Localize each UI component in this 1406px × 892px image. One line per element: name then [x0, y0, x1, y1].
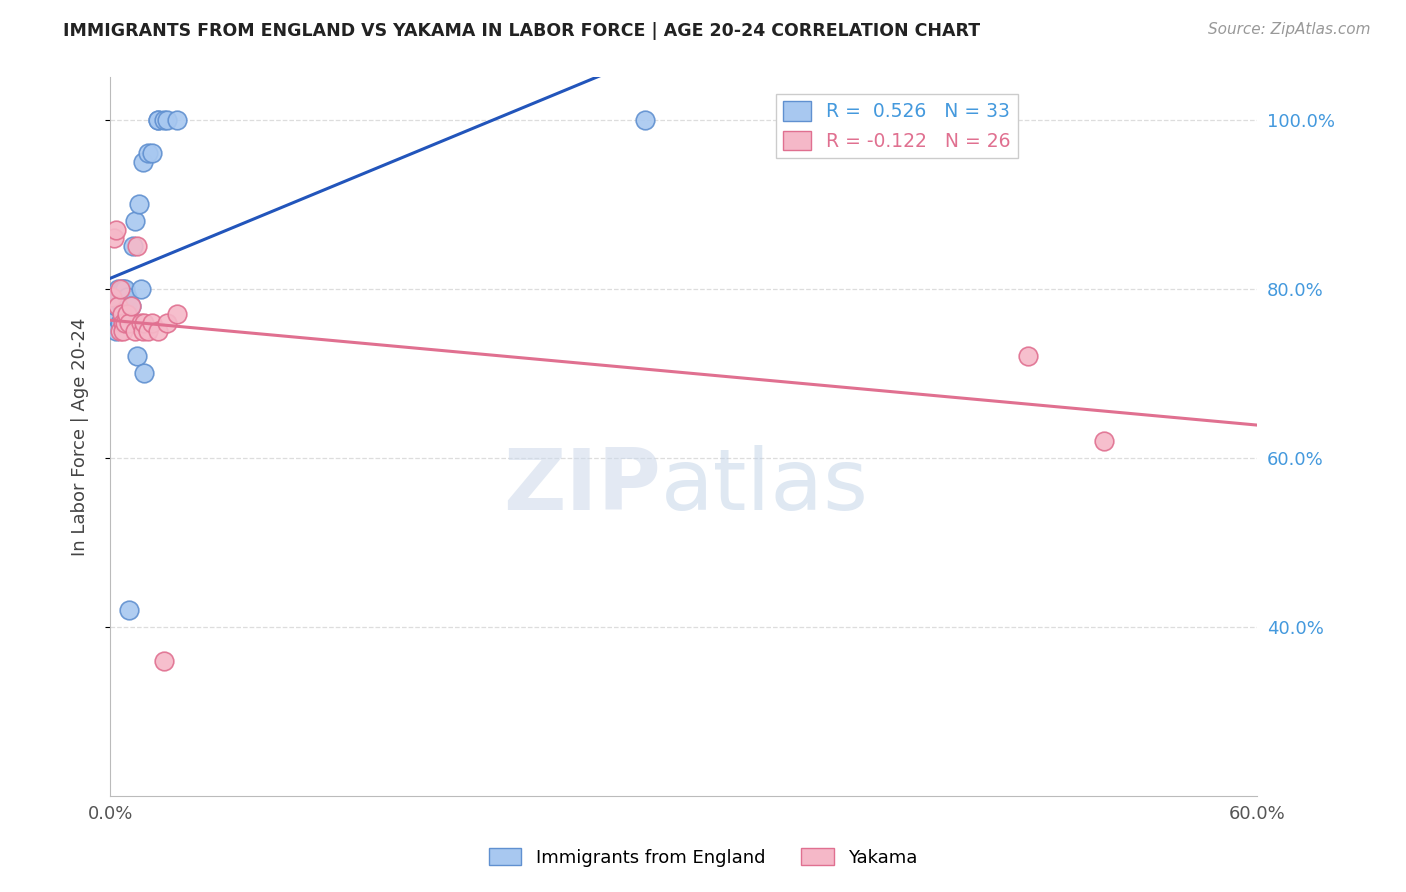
Point [129, 316, 152, 330]
Point [117, 299, 139, 313]
Text: ZIP: ZIP [503, 445, 661, 528]
Point [114, 316, 136, 330]
Point [110, 307, 132, 321]
Point [108, 324, 131, 338]
Point [120, 299, 142, 313]
Point [118, 603, 141, 617]
Point [112, 299, 135, 313]
Point [112, 290, 135, 304]
Y-axis label: In Labor Force | Age 20-24: In Labor Force | Age 20-24 [72, 318, 89, 556]
Point [125, 239, 148, 253]
Point [104, 324, 127, 338]
Point [124, 214, 146, 228]
Point [1092, 434, 1115, 448]
Point [114, 282, 136, 296]
Point [128, 197, 150, 211]
Point [104, 222, 127, 236]
Point [166, 112, 188, 127]
Point [131, 324, 153, 338]
Point [101, 307, 124, 321]
Point [120, 299, 142, 313]
Point [1017, 349, 1039, 363]
Point [101, 290, 124, 304]
Point [114, 316, 136, 330]
Point [166, 307, 188, 321]
Point [112, 282, 135, 296]
Point [134, 366, 156, 380]
Point [124, 324, 146, 338]
Point [110, 299, 132, 313]
Point [117, 307, 139, 321]
Point [146, 112, 169, 127]
Text: IMMIGRANTS FROM ENGLAND VS YAKAMA IN LABOR FORCE | AGE 20-24 CORRELATION CHART: IMMIGRANTS FROM ENGLAND VS YAKAMA IN LAB… [63, 22, 980, 40]
Point [141, 316, 163, 330]
Point [117, 290, 139, 304]
Text: atlas: atlas [661, 445, 869, 528]
Point [110, 282, 132, 296]
Point [136, 324, 159, 338]
Point [156, 316, 179, 330]
Point [108, 282, 131, 296]
Point [141, 146, 163, 161]
Point [129, 282, 152, 296]
Point [118, 316, 141, 330]
Legend: Immigrants from England, Yakama: Immigrants from England, Yakama [481, 841, 925, 874]
Point [131, 155, 153, 169]
Point [134, 316, 156, 330]
Legend: R =  0.526   N = 33, R = -0.122   N = 26: R = 0.526 N = 33, R = -0.122 N = 26 [776, 94, 1018, 158]
Point [136, 146, 159, 161]
Point [112, 316, 135, 330]
Point [103, 231, 125, 245]
Point [152, 112, 174, 127]
Point [103, 290, 125, 304]
Point [125, 349, 148, 363]
Point [107, 299, 129, 313]
Point [107, 282, 129, 296]
Point [104, 299, 127, 313]
Point [112, 324, 135, 338]
Point [152, 654, 174, 668]
Point [108, 316, 131, 330]
Point [156, 112, 179, 127]
Point [146, 324, 169, 338]
Point [122, 239, 145, 253]
Point [634, 112, 657, 127]
Point [108, 290, 131, 304]
Text: Source: ZipAtlas.com: Source: ZipAtlas.com [1208, 22, 1371, 37]
Point [146, 112, 169, 127]
